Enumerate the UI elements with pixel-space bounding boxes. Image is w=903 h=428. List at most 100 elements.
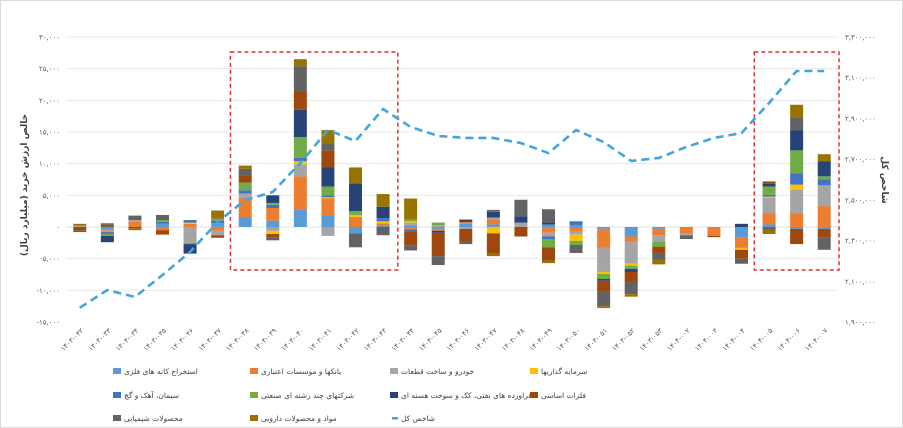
bar-segment [459, 219, 473, 221]
bar-segment [128, 221, 142, 227]
bar-segment [100, 235, 114, 243]
x-tick-label: ۱۴۰۳-۰۴۵ [418, 327, 444, 353]
left-axis-title: خالص ارزش خرید (میلیارد ریال) [20, 114, 30, 256]
x-tick-label: ۱۴۰۳-۰۴۰ [280, 327, 306, 353]
bar-segment [542, 239, 555, 248]
right-tick-label: ۲,۷۰۰,۰۰۰ [845, 156, 876, 164]
bar-segment [183, 222, 197, 224]
bar-segment [404, 198, 418, 220]
bar-segment [349, 216, 362, 227]
bar-segment [293, 209, 307, 227]
bar-segment [211, 227, 225, 231]
x-tick-label: ۱۴۰۳-۰۵۲ [611, 327, 637, 353]
bar-segment [73, 225, 87, 227]
legend-swatch [390, 368, 398, 374]
bar-segment [100, 233, 114, 236]
legend-label: سیمان، آهک و گچ [124, 390, 179, 400]
legend-swatch [530, 392, 538, 398]
bar-segment [459, 220, 473, 222]
bar-segment [735, 249, 748, 259]
bar-segment [817, 227, 831, 229]
index-line [79, 69, 825, 309]
bar-segment [762, 229, 776, 234]
bar-segment [459, 227, 473, 229]
highlight-box [753, 51, 840, 271]
bar-segment [652, 259, 666, 265]
bar-segment [321, 150, 335, 168]
bar-segment [431, 227, 445, 229]
bar-segment [459, 223, 473, 227]
bar-segment [238, 165, 252, 169]
bar-segment [624, 227, 638, 237]
bar-segment [376, 206, 390, 219]
bar-segment [707, 235, 721, 238]
x-tick-label: ۱۴۰۳-۰۳۹ [252, 327, 278, 353]
bar-segment [349, 214, 362, 217]
bar-segment [514, 199, 528, 217]
right-axis-title: شاخص کل [879, 156, 889, 204]
bar-segment [293, 176, 307, 210]
bar-segment [211, 210, 225, 219]
x-tick-label: ۱۴۰۳-۰۴۴ [390, 327, 416, 353]
bar-segment [128, 228, 142, 231]
bars [73, 59, 831, 309]
legend-swatch [113, 392, 121, 398]
bar-segment [597, 228, 611, 248]
bar-segment [790, 104, 804, 118]
bar-segment [486, 209, 500, 212]
x-tick-label: ۱۴۰۳-۰۴۲ [335, 327, 361, 353]
x-axis-ticks: ۱۴۰۳-۰۳۲ ۱۴۰۳-۰۳۳ ۱۴۰۳-۰۳۴ ۱۴۰۳-۰۳۵ ۱۴۰۳-۰۳۶… [59, 327, 830, 353]
legend-label: سرمایه گذاریها [541, 367, 587, 376]
bar-segment [266, 202, 280, 205]
legend-swatch [113, 368, 121, 374]
legend-swatch-line [392, 417, 398, 420]
bar-segment [431, 256, 445, 265]
right-tick-label: ۲,۳۰۰,۰۰۰ [845, 237, 876, 245]
bar-segment [486, 224, 500, 227]
bar-segment [404, 245, 418, 251]
bar-segment [624, 236, 638, 242]
bar-segment [266, 227, 280, 231]
bar-segment [486, 219, 500, 225]
bar-segment [569, 225, 583, 227]
bar-segment [817, 154, 831, 162]
x-tick-label: ۱۴۰۳-۰۳۴ [114, 327, 140, 353]
bar-segment [817, 228, 831, 238]
bar-segment [735, 237, 748, 248]
bar-segment [211, 223, 225, 227]
bar-segment [238, 193, 252, 199]
gridlines [66, 36, 838, 291]
legend-label: استخراج کانه های فلزی [124, 367, 198, 376]
bar-segment [790, 184, 804, 190]
bar-segment [238, 175, 252, 183]
bar-segment [542, 260, 555, 264]
bar-segment [73, 227, 87, 231]
bar-segment [597, 280, 611, 291]
bar-segment [238, 217, 252, 227]
bar-segment [404, 219, 418, 222]
bar-segment [790, 173, 804, 185]
left-axis-ticks: ۳۰,۰۰۰ ۲۵,۰۰۰ ۲۰,۰۰۰ ۱۵,۰۰۰ ۱۰,۰۰۰ ۵,۰۰۰ ۰ -۵,۰… [36, 34, 60, 327]
bar-segment [431, 230, 445, 233]
bar-segment [679, 233, 693, 236]
bar-segment [542, 227, 555, 233]
bar-segment [376, 227, 390, 236]
bar-segment [293, 137, 307, 158]
bar-segment [128, 227, 142, 229]
legend-swatch [250, 392, 258, 398]
bar-segment [790, 228, 804, 245]
bar-segment [100, 230, 114, 233]
x-tick-label: ۱۴۰۴-۰۰۷ [804, 327, 830, 353]
bar-segment [266, 237, 280, 241]
x-tick-label: ۱۴۰۳-۰۴۳ [362, 327, 388, 353]
x-tick-label: ۱۴۰۳-۰۵۱ [583, 327, 609, 353]
bar-segment [100, 227, 114, 230]
left-tick-label: -۱۰,۰۰۰ [36, 287, 60, 295]
bar-segment [569, 227, 583, 232]
bar-segment [624, 241, 638, 264]
x-tick-label: ۱۴۰۴-۰۰۵ [748, 327, 774, 353]
bar-segment [569, 221, 583, 226]
bar-segment [624, 271, 638, 282]
bar-segment [321, 197, 335, 199]
